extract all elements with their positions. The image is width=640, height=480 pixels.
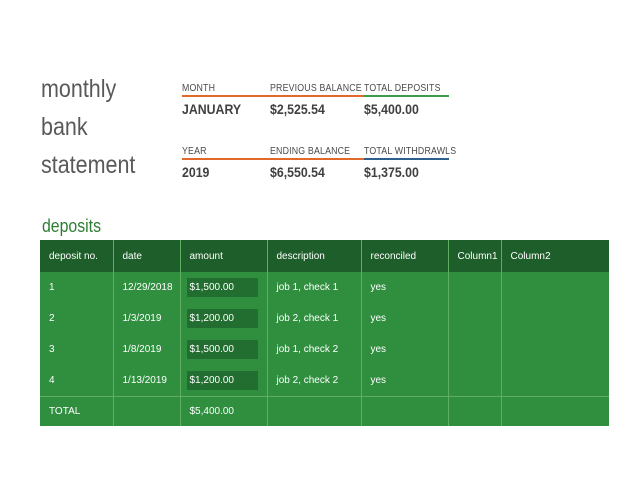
cell-column2[interactable]	[501, 334, 609, 365]
total-amount[interactable]: $5,400.00	[180, 395, 268, 426]
total-withdrawls-value: $1,375.00	[364, 164, 419, 180]
cell-description[interactable]: job 1, check 1	[267, 272, 362, 303]
amount-value: $1,500.00	[186, 278, 258, 297]
total-empty-reconciled[interactable]	[361, 395, 449, 426]
cell-date[interactable]: 1/13/2019	[113, 365, 181, 396]
statement-title: monthly bank statement	[41, 70, 135, 184]
cell-column1[interactable]	[448, 365, 502, 396]
amount-value: $1,200.00	[186, 370, 258, 390]
cell-description[interactable]: job 2, check 1	[267, 303, 362, 334]
total-empty-date[interactable]	[113, 395, 181, 426]
col-header-amount[interactable]: amount	[180, 240, 268, 272]
cell-column2[interactable]	[501, 272, 609, 303]
cell-amount[interactable]: $1,200.00	[180, 303, 268, 334]
deposits-table: deposit no. date amount description reco…	[40, 240, 609, 426]
table-row: 4 1/13/2019 $1,200.00 job 2, check 2 yes	[40, 365, 609, 396]
month-rule	[182, 95, 270, 97]
amount-value: $1,500.00	[186, 340, 258, 359]
total-deposits-field: TOTAL DEPOSITS $5,400.00	[364, 83, 449, 117]
cell-column2[interactable]	[501, 303, 609, 334]
col-header-column2[interactable]: Column2	[510, 250, 551, 262]
col-header-reconciled[interactable]: reconciled	[361, 240, 449, 272]
cell-reconciled[interactable]: yes	[361, 303, 449, 334]
year-value: 2019	[182, 164, 210, 180]
cell-column1[interactable]	[448, 303, 502, 334]
total-deposits-value: $5,400.00	[364, 101, 419, 117]
cell-deposit-no[interactable]: 4	[40, 365, 114, 396]
title-line-2: bank	[41, 113, 88, 141]
total-empty-column1[interactable]	[448, 395, 502, 426]
cell-amount[interactable]: $1,500.00	[180, 272, 268, 303]
cell-deposit-no[interactable]: 1	[40, 272, 114, 303]
total-withdrawls-rule	[364, 158, 449, 160]
col-header-date[interactable]: date	[113, 240, 181, 272]
table-row: 2 1/3/2019 $1,200.00 job 2, check 1 yes	[40, 303, 609, 334]
amount-value: $1,200.00	[186, 309, 258, 328]
cell-amount[interactable]: $1,200.00	[180, 365, 268, 396]
cell-deposit-no[interactable]: 3	[40, 334, 114, 365]
table-total-row: TOTAL $5,400.00	[40, 395, 609, 426]
title-line-1: monthly	[41, 75, 117, 103]
year-rule	[182, 158, 270, 160]
total-withdrawls-label: TOTAL WITHDRAWLS	[364, 146, 457, 157]
cell-reconciled[interactable]: yes	[361, 272, 449, 303]
cell-reconciled[interactable]: yes	[361, 334, 449, 365]
col-header-description[interactable]: description	[267, 240, 362, 272]
title-line-3: statement	[41, 151, 136, 179]
cell-date[interactable]: 1/3/2019	[113, 303, 181, 334]
col-header-column1[interactable]: Column1	[448, 240, 502, 272]
ending-balance-field: ENDING BALANCE $6,550.54	[270, 146, 364, 180]
month-value: JANUARY	[182, 101, 242, 117]
year-label: YEAR	[182, 146, 207, 157]
previous-balance-rule	[270, 95, 364, 97]
cell-date[interactable]: 12/29/2018	[113, 272, 181, 303]
ending-balance-rule	[270, 158, 364, 160]
table-row: 1 12/29/2018 $1,500.00 job 1, check 1 ye…	[40, 272, 609, 303]
cell-date[interactable]: 1/8/2019	[113, 334, 181, 365]
table-header-row: deposit no. date amount description reco…	[40, 240, 609, 272]
deposits-section-title: deposits	[42, 216, 102, 236]
total-withdrawls-field: TOTAL WITHDRAWLS $1,375.00	[364, 146, 457, 180]
cell-description[interactable]: job 1, check 2	[267, 334, 362, 365]
total-label[interactable]: TOTAL	[40, 395, 114, 426]
col-header-deposit-no[interactable]: deposit no.	[40, 240, 114, 272]
cell-amount[interactable]: $1,500.00	[180, 334, 268, 365]
table-row: 3 1/8/2019 $1,500.00 job 1, check 2 yes	[40, 334, 609, 365]
cell-column1[interactable]	[448, 334, 502, 365]
ending-balance-label: ENDING BALANCE	[270, 146, 351, 157]
total-empty-column2[interactable]	[501, 395, 609, 426]
year-field: YEAR 2019	[182, 146, 270, 180]
total-deposits-rule	[364, 95, 449, 97]
total-deposits-label: TOTAL DEPOSITS	[364, 83, 441, 94]
cell-description[interactable]: job 2, check 2	[267, 365, 362, 396]
previous-balance-value: $2,525.54	[270, 101, 325, 117]
total-empty-description[interactable]	[267, 395, 362, 426]
cell-deposit-no[interactable]: 2	[40, 303, 114, 334]
cell-column1[interactable]	[448, 272, 502, 303]
ending-balance-value: $6,550.54	[270, 164, 325, 180]
previous-balance-label: PREVIOUS BALANCE	[270, 83, 362, 94]
month-label: MONTH	[182, 83, 216, 94]
cell-column2[interactable]	[501, 365, 609, 396]
previous-balance-field: PREVIOUS BALANCE $2,525.54	[270, 83, 364, 117]
month-field: MONTH JANUARY	[182, 83, 270, 117]
cell-reconciled[interactable]: yes	[361, 365, 449, 396]
